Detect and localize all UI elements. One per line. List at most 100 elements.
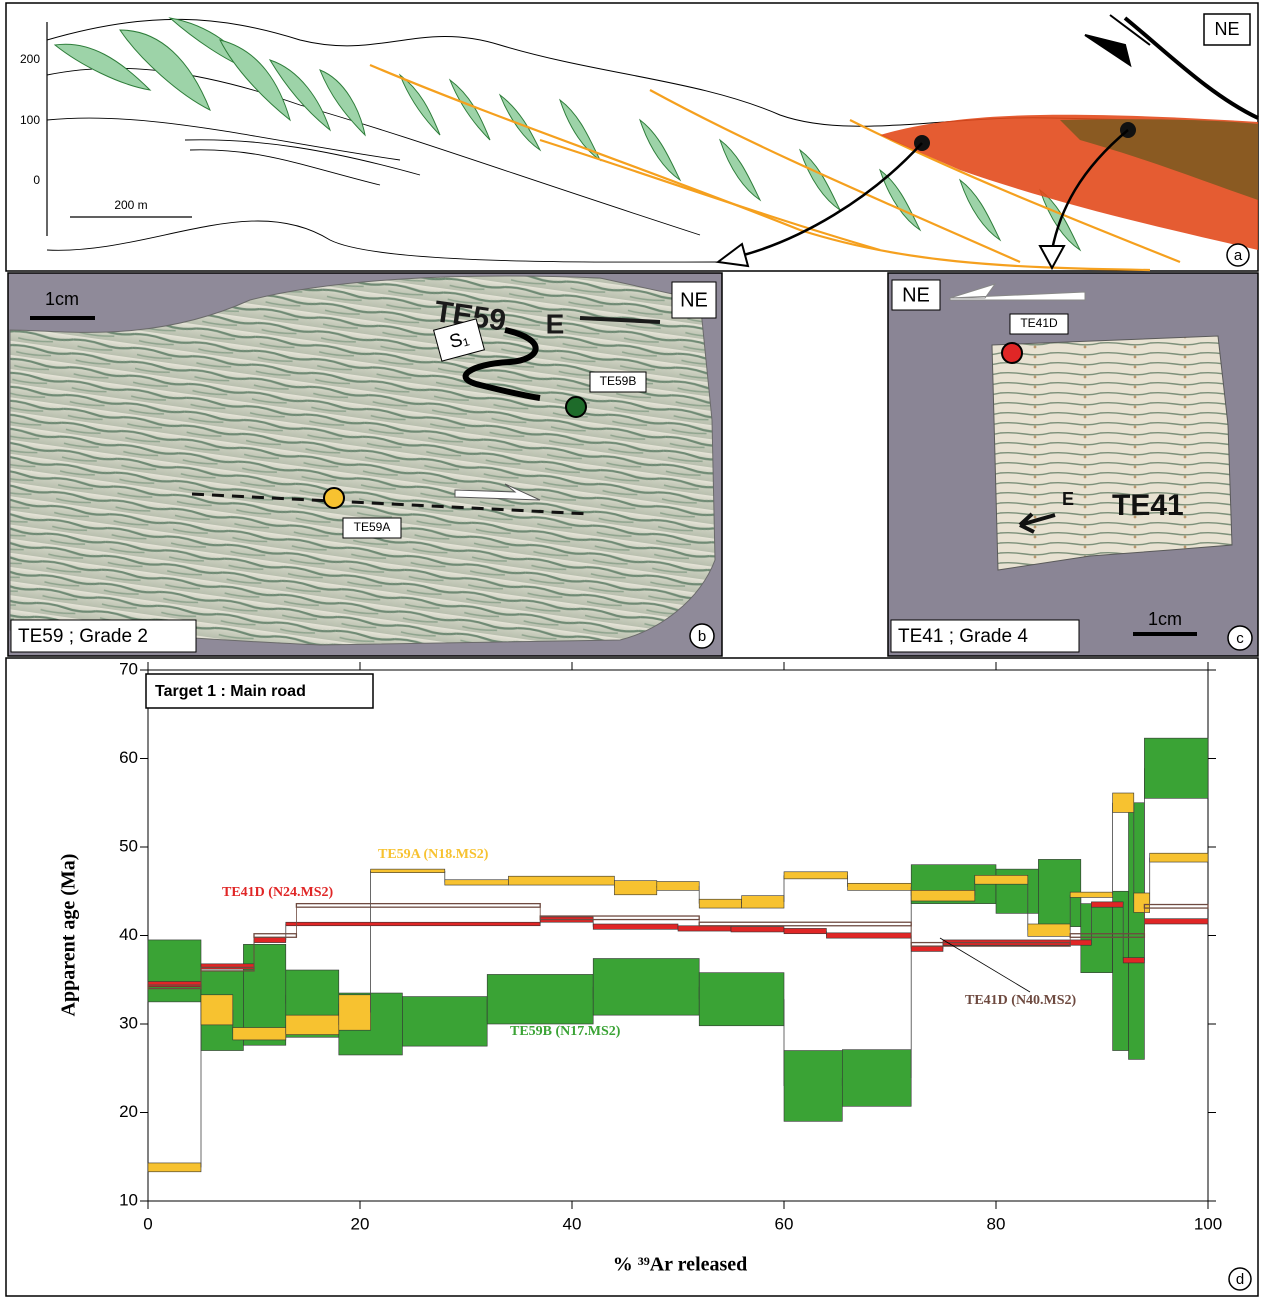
scale-label: 1cm bbox=[45, 289, 79, 309]
step-box bbox=[402, 996, 488, 1047]
link-arrow bbox=[1050, 129, 1129, 251]
brown-zone bbox=[1060, 119, 1258, 200]
point-label-box bbox=[342, 517, 402, 539]
y-tick-label: 50 bbox=[119, 836, 138, 855]
panel-label: d bbox=[1236, 1271, 1244, 1288]
orientation-label: NE bbox=[1214, 19, 1239, 39]
y-tick-label: 10 bbox=[119, 1190, 138, 1209]
scale-label: 200 m bbox=[114, 198, 147, 212]
step-box bbox=[444, 879, 509, 886]
step-box bbox=[841, 1049, 912, 1107]
shear-plane bbox=[191, 492, 591, 516]
x-tick-label: 100 bbox=[1194, 1214, 1222, 1233]
y-axis-title: Apparent age (Ma) bbox=[58, 854, 80, 1017]
step-box bbox=[232, 1027, 287, 1041]
panel-d: Target 1 : Main road % ³⁹Ar released App… bbox=[5, 657, 1259, 1297]
step-box bbox=[592, 923, 679, 930]
caption: TE59 ; Grade 2 bbox=[18, 626, 148, 647]
fault bbox=[1123, 16, 1259, 120]
caption: TE41 ; Grade 4 bbox=[898, 626, 1028, 647]
x-tick-label: 80 bbox=[987, 1214, 1006, 1233]
step-box bbox=[200, 994, 234, 1026]
rock-sample bbox=[9, 275, 716, 646]
step-box bbox=[1144, 737, 1209, 799]
axis-label: 0 bbox=[33, 173, 40, 187]
step-box bbox=[1122, 957, 1145, 964]
series-label: TE41D (N24.MS2) bbox=[222, 885, 334, 900]
step-box bbox=[730, 926, 785, 933]
scale-label: 1cm bbox=[1148, 609, 1182, 629]
x-tick-label: 60 bbox=[775, 1214, 794, 1233]
step-box bbox=[253, 936, 287, 943]
step-box bbox=[614, 880, 658, 896]
step-box bbox=[1069, 891, 1113, 898]
panel-a: 200 100 0 200 m NE a bbox=[5, 2, 1259, 272]
y-tick-label: 60 bbox=[119, 748, 138, 767]
y-tick-label: 30 bbox=[119, 1013, 138, 1032]
step-box bbox=[147, 1162, 202, 1173]
step-box bbox=[910, 890, 976, 902]
step-box bbox=[826, 932, 912, 939]
step-box bbox=[1133, 892, 1151, 913]
panel-c: NE TE41D E TE41 1cm TE41 ; Grade 4 c bbox=[887, 272, 1259, 657]
step-box bbox=[486, 974, 594, 1025]
step-box bbox=[910, 941, 1071, 947]
step-box bbox=[1091, 901, 1124, 908]
panel-label-circle bbox=[1226, 243, 1250, 267]
x-tick-label: 20 bbox=[351, 1214, 370, 1233]
orientation-box bbox=[891, 279, 941, 311]
step-box bbox=[592, 958, 700, 1016]
foliation-trace bbox=[462, 327, 541, 401]
y-tick-label: 40 bbox=[119, 925, 138, 944]
arrow-head bbox=[1038, 245, 1066, 271]
annotation: Target 1 : Main road bbox=[155, 683, 306, 700]
step-box bbox=[1144, 918, 1209, 925]
y-tick-label: 70 bbox=[119, 659, 138, 678]
sample-point bbox=[1001, 342, 1023, 364]
step-box bbox=[741, 895, 785, 909]
step-box bbox=[698, 972, 785, 1027]
axis-label: 200 bbox=[20, 52, 40, 66]
step-box bbox=[1080, 903, 1113, 973]
orientation-box bbox=[1203, 13, 1251, 46]
panel-label: c bbox=[1236, 630, 1244, 647]
step-box bbox=[338, 994, 371, 1031]
point-label: TE41D bbox=[1020, 316, 1058, 330]
step-box bbox=[285, 1014, 340, 1035]
point-label: TE59B bbox=[600, 374, 637, 388]
panel-b: 1cm NE TE59 E S₁ TE59B TE59A TE59 ; Grad… bbox=[7, 272, 723, 657]
caption-box bbox=[890, 619, 1080, 653]
step-box bbox=[677, 925, 732, 932]
series-label: TE59A (N18.MS2) bbox=[378, 847, 489, 862]
orientation-label: NE bbox=[680, 289, 708, 311]
step-box bbox=[200, 963, 255, 970]
green-lenses bbox=[53, 17, 1082, 252]
direction-arrow bbox=[579, 316, 661, 324]
point-label-box bbox=[1009, 313, 1069, 335]
panel-label: b bbox=[698, 628, 706, 645]
step-box bbox=[147, 981, 202, 988]
direction-mark: E bbox=[1062, 489, 1074, 509]
step-box bbox=[910, 945, 944, 952]
y-tick-label: 20 bbox=[119, 1102, 138, 1121]
step-box bbox=[656, 881, 700, 891]
step-box bbox=[370, 868, 446, 873]
step-box bbox=[1112, 890, 1129, 1051]
step-box bbox=[285, 921, 541, 927]
point-label-box bbox=[589, 371, 647, 393]
sample-mark: TE41 bbox=[1112, 489, 1184, 522]
panel-label: a bbox=[1234, 247, 1243, 264]
step-box bbox=[1143, 903, 1209, 909]
panel-label-circle bbox=[689, 623, 715, 649]
step-box bbox=[847, 882, 912, 891]
step-box bbox=[974, 875, 1029, 885]
rock-sample bbox=[991, 335, 1233, 571]
panel-label-circle bbox=[1228, 1267, 1252, 1291]
shear-sense bbox=[454, 483, 541, 501]
step-box bbox=[1112, 792, 1135, 813]
axis-label: 100 bbox=[20, 113, 40, 127]
step-box bbox=[783, 1050, 843, 1122]
series-label: TE41D (N40.MS2) bbox=[965, 993, 1077, 1008]
